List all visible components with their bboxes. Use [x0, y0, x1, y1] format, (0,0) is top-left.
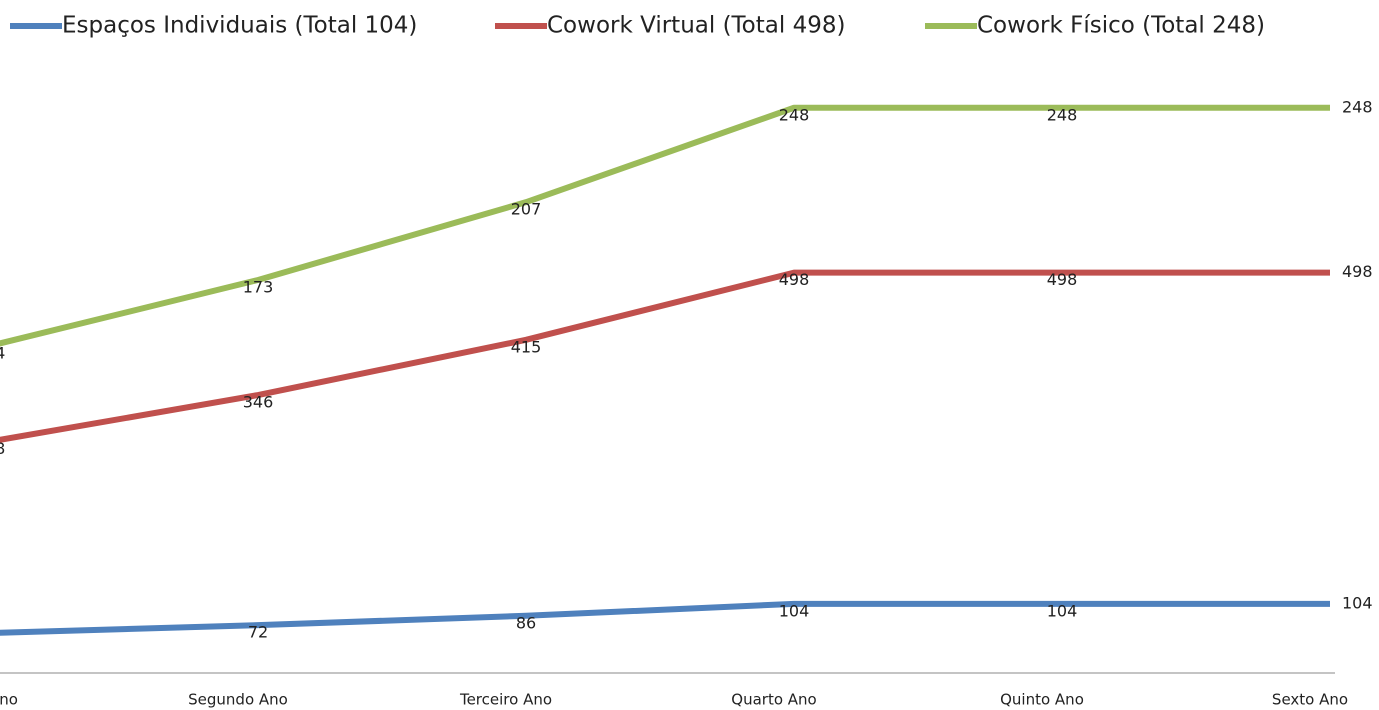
data-label: 72	[248, 623, 268, 642]
data-label: 498	[1047, 270, 1078, 289]
legend-label: Cowork Físico (Total 248)	[977, 13, 1265, 39]
data-label: 173	[243, 277, 274, 296]
x-tick-label: Sexto Ano	[1272, 691, 1348, 709]
legend-label: Cowork Virtual (Total 498)	[547, 13, 845, 39]
x-tick-label: Quinto Ano	[1000, 691, 1084, 709]
x-tick-label: Primeiro Ano	[0, 691, 18, 709]
series-line	[0, 600, 1330, 636]
data-label: 86	[516, 613, 536, 632]
data-label: 288	[0, 439, 5, 458]
data-label: 498	[1342, 262, 1373, 281]
data-label: 248	[1342, 97, 1373, 116]
series-line	[0, 104, 1330, 347]
data-label: 346	[243, 393, 274, 412]
data-label: 104	[1047, 601, 1078, 620]
data-label: 498	[779, 270, 810, 289]
data-label: 248	[1047, 105, 1078, 124]
data-label: 104	[779, 601, 810, 620]
data-label: 144	[0, 343, 5, 362]
data-label: 104	[1342, 593, 1373, 612]
x-tick-label: Segundo Ano	[188, 691, 288, 709]
data-label: 248	[779, 105, 810, 124]
series-line	[0, 269, 1330, 443]
data-label: 415	[511, 337, 542, 356]
data-label: 207	[511, 200, 542, 219]
legend-label: Espaços Individuais (Total 104)	[62, 13, 417, 39]
x-tick-label: Terceiro Ano	[459, 691, 552, 709]
x-tick-label: Quarto Ano	[731, 691, 816, 709]
